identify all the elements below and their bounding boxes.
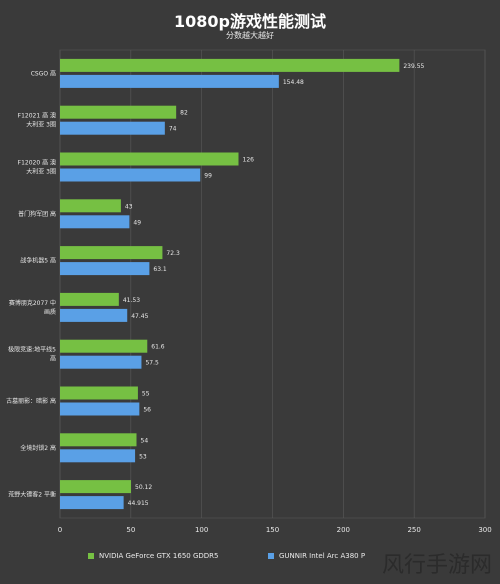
data-label: 47.45 [131,313,148,320]
data-label: 82 [180,110,188,117]
data-label: 50.12 [135,484,152,491]
data-label: 55 [142,391,150,398]
data-label: 154.48 [283,79,304,86]
data-label: 41.53 [123,297,140,304]
data-label: 53 [139,453,147,460]
x-tick-label: 300 [478,526,491,534]
data-label: 57.5 [145,360,159,367]
x-tick-label: 250 [407,526,420,534]
category-label: 画质 [44,308,56,316]
legend-label-gunnir: GUNNIR Intel Arc A380 P [279,552,366,560]
bar-nvidia [60,199,121,213]
data-label: 63.1 [153,266,167,273]
data-label: 99 [204,173,212,180]
bar-nvidia [60,433,137,447]
bar-gunnir [60,449,136,463]
category-label: 赛博朋克2077 中 [9,299,56,307]
data-label: 239.55 [403,63,424,70]
category-label: 高 [50,355,56,363]
category-label: 古墓丽影：暗影 高 [6,397,56,405]
bar-gunnir [60,496,124,510]
data-label: 61.6 [151,344,165,351]
bar-gunnir [60,215,130,229]
x-tick-label: 50 [126,526,135,534]
watermark: 风行手游网 [381,553,492,578]
legend-label-nvidia: NVIDIA GeForce GTX 1650 GDDR5 [99,552,219,560]
bar-nvidia [60,480,132,494]
bar-gunnir [60,402,140,416]
data-label: 43 [125,203,133,210]
bar-gunnir [60,74,279,88]
bar-gunnir [60,121,165,135]
category-label: 大利亚 3圈 [26,121,56,129]
bar-nvidia [60,386,138,400]
x-tick-label: 200 [337,526,350,534]
data-label: 54 [141,437,149,444]
x-tick-label: 0 [58,526,62,534]
category-label: F12020 高 澳 [18,159,56,167]
bar-gunnir [60,308,128,322]
category-label: CSGO 高 [31,69,56,77]
category-label: 荒野大镖客2 平衡 [8,491,56,499]
bar-nvidia [60,292,119,306]
chart-title: 1080p游戏性能测试 [174,12,326,31]
category-label: 大利亚 3圈 [26,168,56,176]
bar-nvidia [60,152,239,166]
data-label: 72.3 [166,250,180,257]
category-label: F12021 高 澳 [18,112,56,120]
legend-item-nvidia: NVIDIA GeForce GTX 1650 GDDR5 [88,552,219,560]
data-label: 44.915 [128,500,149,507]
bar-nvidia [60,339,148,353]
legend: NVIDIA GeForce GTX 1650 GDDR5 GUNNIR Int… [0,546,500,584]
x-tick-label: 100 [195,526,208,534]
data-label: 49 [133,219,141,226]
bar-nvidia [60,246,163,260]
legend-item-gunnir: GUNNIR Intel Arc A380 P [268,552,365,560]
bar-gunnir [60,262,150,276]
legend-swatch-gunnir [268,553,274,559]
chart-subtitle: 分数越大越好 [226,31,274,40]
data-label: 126 [243,157,255,164]
data-label: 56 [143,407,151,414]
bar-nvidia [60,105,177,119]
category-label: 极限竞速:地平线5 [8,346,56,354]
bar-gunnir [60,355,142,369]
category-label: 全境封锁2 高 [20,444,56,452]
data-label: 74 [169,126,177,133]
category-label: 战争机器5 高 [20,257,56,265]
legend-swatch-nvidia [88,553,94,559]
bar-nvidia [60,58,400,72]
x-tick-label: 150 [266,526,279,534]
category-label: 普门狗军团 高 [18,210,56,218]
bar-gunnir [60,168,201,182]
